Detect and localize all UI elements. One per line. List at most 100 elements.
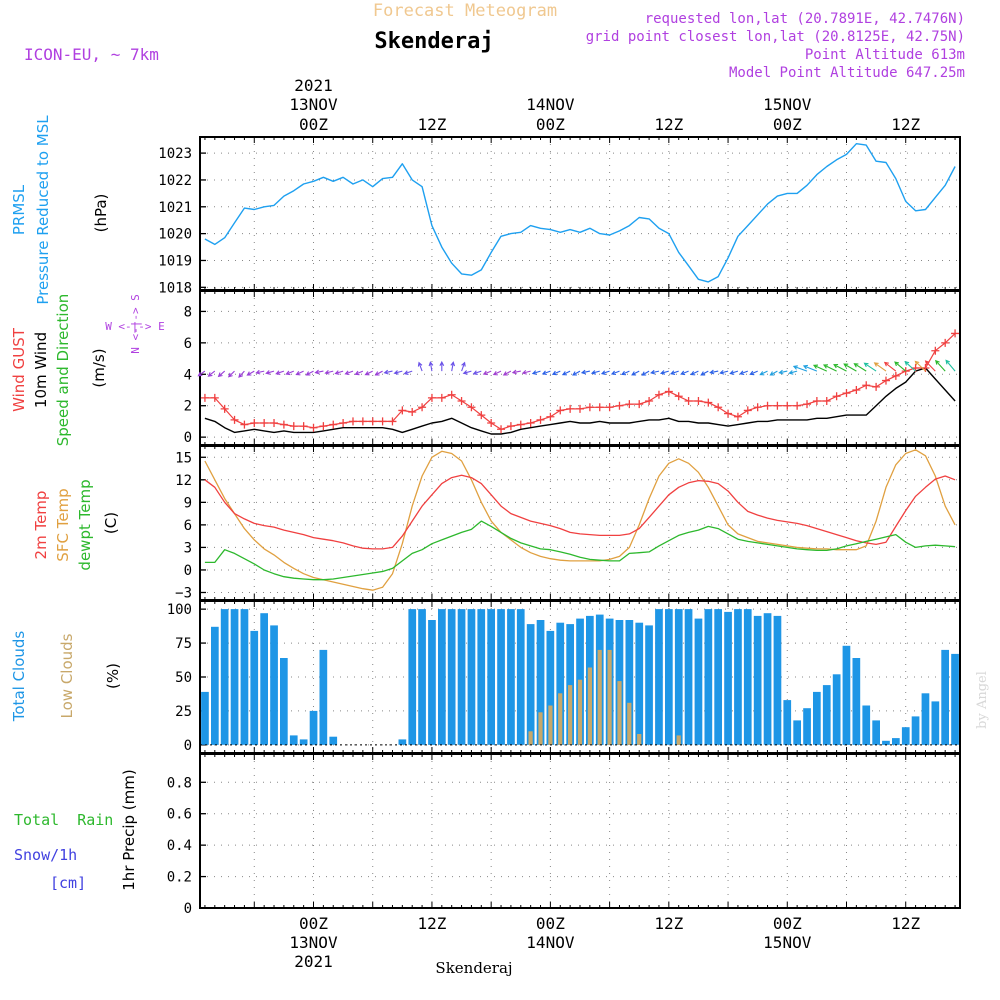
wind-direction-arrow	[759, 370, 768, 376]
gust-point	[842, 389, 851, 398]
wind-direction-arrow	[314, 369, 324, 375]
y-tick-label: 1019	[158, 253, 192, 269]
gust-point	[753, 403, 762, 412]
gust-point	[477, 411, 486, 420]
dewpt-line	[204, 520, 956, 581]
gust-point	[803, 400, 812, 409]
wind-direction-arrow	[227, 370, 235, 378]
wind-direction-arrow	[238, 370, 245, 378]
gust-point	[418, 403, 427, 412]
gust-point	[862, 381, 871, 390]
gust-point	[605, 403, 614, 412]
top-hour-label: 12Z	[417, 115, 446, 134]
wind-direction-arrow	[659, 370, 669, 375]
total-cloud-bar	[665, 609, 673, 745]
dewpt-label: dewpt Temp	[76, 479, 94, 570]
bottom-date-label: 13NOV	[289, 933, 338, 952]
wind-direction-arrow	[894, 361, 907, 372]
gust-point	[200, 393, 209, 402]
wind-direction-arrow	[364, 370, 373, 376]
gust-point	[546, 412, 555, 421]
wind-direction-arrow	[873, 362, 887, 372]
snow-cm-label: [cm]	[50, 874, 86, 892]
gust-point	[694, 397, 703, 405]
gust-point	[299, 422, 308, 431]
gust-point	[576, 404, 584, 413]
y-tick-label: 75	[175, 636, 192, 652]
wind-direction-arrow	[739, 370, 748, 376]
gust-point	[437, 393, 446, 402]
top-hour-label: 00Z	[773, 115, 802, 134]
top-year-label: 2021	[294, 76, 333, 95]
total-cloud-bar	[329, 736, 338, 745]
wind-direction-arrow	[324, 369, 334, 375]
gust-point	[427, 393, 436, 402]
total-cloud-bar	[408, 609, 417, 745]
wind-direction-arrow	[812, 364, 828, 372]
total-cloud-bar	[743, 609, 752, 745]
total-cloud-bar	[507, 609, 515, 745]
total-cloud-bar	[872, 720, 880, 745]
wind-direction-arrow	[462, 370, 472, 375]
supertitle: Forecast Meteogram	[373, 1, 557, 21]
bottom-hour-label: 00Z	[299, 914, 328, 933]
total-cloud-bar	[694, 618, 703, 745]
wind-direction-arrow	[641, 370, 650, 376]
low-cloud-bar	[617, 681, 622, 745]
wind-direction-arrow	[769, 370, 778, 376]
wind-direction-arrow	[904, 361, 916, 372]
pressure-label-sub: Pressure Reduced to MSL	[34, 115, 52, 305]
y-tick-label: 9	[184, 495, 192, 511]
top-date-label: 15NOV	[763, 95, 812, 114]
t2m-label: 2m Temp	[32, 491, 50, 560]
total-cloud-bar	[882, 740, 890, 745]
wind-direction-arrow	[620, 370, 630, 376]
compass-rose: W <-|-> E N <-|-> S	[105, 294, 165, 354]
gust-point	[714, 403, 723, 412]
gust-point	[635, 400, 644, 409]
gust-point	[339, 419, 348, 427]
snow-label: Snow/1h	[14, 846, 77, 864]
compass-we: W <-|-> E	[105, 320, 165, 333]
y-tick-label: 3	[184, 540, 192, 556]
wind-direction-arrow	[374, 370, 383, 376]
total-cloud-bar	[457, 609, 466, 745]
bottom-hour-label: 00Z	[773, 914, 802, 933]
total-cloud-bar	[714, 609, 722, 745]
wind-direction-arrow	[883, 361, 897, 372]
wind-direction-arrow	[631, 370, 640, 376]
gust-point	[881, 376, 890, 385]
total-cloud-bar	[566, 624, 574, 745]
y-tick-label: 0.4	[167, 838, 192, 854]
total-cloud-bar	[230, 609, 239, 745]
bottom-hour-label: 12Z	[891, 914, 920, 933]
temp-unit: (C)	[102, 512, 120, 534]
footer-location: Skenderaj	[435, 959, 512, 977]
wind-direction-arrow	[822, 364, 837, 372]
y-tick-label: 1020	[158, 227, 192, 243]
top-hour-label: 00Z	[536, 115, 565, 134]
y-tick-label: 50	[175, 670, 192, 686]
wind-direction-arrow	[428, 361, 434, 372]
low-cloud-bar	[538, 712, 543, 745]
wind-direction-arrow	[863, 362, 877, 372]
gust-point	[674, 392, 683, 401]
gust-point	[773, 401, 782, 410]
total-cloud-bar	[447, 609, 456, 745]
low-cloud-bar	[627, 702, 632, 745]
gust-point	[931, 346, 940, 355]
wind-direction-arrow	[393, 370, 403, 375]
total-cloud-bar	[270, 625, 278, 745]
gust-point	[378, 417, 387, 426]
gust-point	[497, 425, 506, 434]
gust-point	[319, 422, 328, 431]
gust-point	[230, 415, 239, 424]
total-cloud-bar	[803, 708, 811, 745]
y-tick-label: 2	[184, 399, 192, 415]
gust-point	[388, 417, 397, 426]
total-cloud-bar	[773, 615, 782, 745]
total-cloud-bar	[911, 716, 920, 745]
total-cloud-bar	[497, 609, 505, 745]
low-cloud-bar	[558, 693, 563, 745]
wind-direction-arrow	[275, 370, 285, 375]
